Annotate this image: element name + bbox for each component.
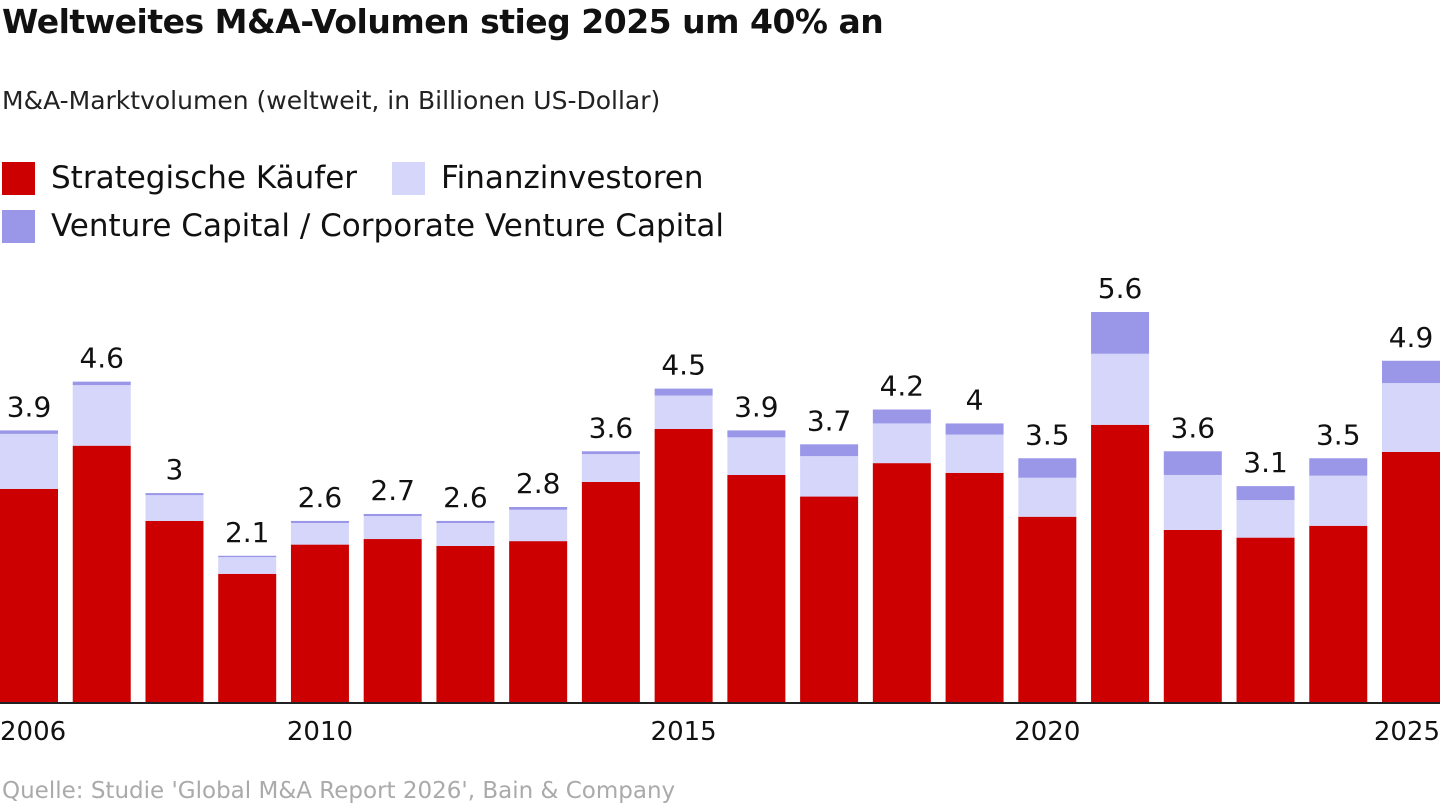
bar-segment-2006-s0 <box>0 488 58 702</box>
data-label-2025: 4.9 <box>1389 321 1434 354</box>
bar-segment-2007-s2 <box>72 381 131 386</box>
bar-segment-2013-s0 <box>509 541 568 702</box>
x-tick-label-2020: 2020 <box>1014 717 1080 747</box>
data-label-2013: 2.8 <box>516 467 561 500</box>
legend-swatch <box>2 161 35 195</box>
data-label-2021: 5.6 <box>1098 272 1143 305</box>
data-label-2010: 2.6 <box>298 481 343 514</box>
bar-segment-2015-s0 <box>654 429 713 702</box>
bar-segment-2016-s1 <box>727 437 786 475</box>
bar-segment-2012-s0 <box>436 546 495 702</box>
chart-subtitle: M&A-Marktvolumen (weltweit, in Billionen… <box>2 86 661 115</box>
data-label-2020: 3.5 <box>1025 418 1070 451</box>
legend-item-finanzinvestoren: Finanzinvestoren <box>392 160 704 196</box>
bar-segment-2011-s2 <box>363 513 422 517</box>
bar-segment-2023-s0 <box>1236 537 1295 702</box>
bar-segment-2008-s2 <box>145 493 204 496</box>
bar-segment-2020-s1 <box>1018 477 1077 517</box>
bar-segment-2021-s0 <box>1091 424 1150 702</box>
bar-segment-2022-s1 <box>1163 474 1222 530</box>
legend-item-strategische-kaeufer: Strategische Käufer <box>2 160 357 196</box>
data-label-2008: 3 <box>166 453 184 486</box>
x-tick-label-2025: 2025 <box>1374 717 1440 747</box>
bar-segment-2007-s0 <box>72 445 131 702</box>
bar-segment-2024-s2 <box>1309 458 1368 476</box>
legend-label: Strategische Käufer <box>51 160 358 196</box>
bar-segment-2008-s0 <box>145 520 204 702</box>
bar-segment-2017-s0 <box>800 496 859 702</box>
bar-segment-2006-s1 <box>0 433 58 489</box>
chart-title: Weltweites M&A-Volumen stieg 2025 um 40%… <box>2 2 884 41</box>
bar-segment-2009-s1 <box>218 557 277 574</box>
bar-segment-2016-s2 <box>727 430 786 438</box>
data-label-2016: 3.9 <box>734 390 779 423</box>
bar-segment-2015-s2 <box>654 388 713 396</box>
bar-segment-2023-s2 <box>1236 486 1295 501</box>
data-label-2006: 3.9 <box>7 390 52 423</box>
bar-segment-2013-s1 <box>509 509 568 542</box>
bar-segment-2010-s2 <box>290 520 349 524</box>
bar-segment-2017-s1 <box>800 456 859 497</box>
bar-segment-2006-s2 <box>0 430 58 434</box>
bar-segment-2009-s0 <box>218 573 277 702</box>
bar-segment-2009-s2 <box>218 555 277 558</box>
data-label-2017: 3.7 <box>807 404 852 437</box>
bar-chart: 3.9 4.6 3 2.1 2.6 2.7 2.6 2.8 3.6 4.5 3.9 3.7 4.2 4 3.… <box>0 272 1440 747</box>
bar-segment-2023-s1 <box>1236 500 1295 538</box>
legend-swatch <box>392 161 425 195</box>
bar-segment-2010-s1 <box>290 523 349 545</box>
x-tick-label-2015: 2015 <box>651 717 717 747</box>
source-note: Quelle: Studie 'Global M&A Report 2026',… <box>2 778 676 804</box>
data-label-2022: 3.6 <box>1171 411 1216 444</box>
bar-segment-2019-s2 <box>945 423 1004 435</box>
bar-segment-2018-s2 <box>872 409 931 424</box>
bar-segment-2013-s2 <box>509 507 568 510</box>
legend-label: Venture Capital / Corporate Venture Capi… <box>51 208 724 244</box>
bar-segment-2025-s1 <box>1382 383 1440 452</box>
bar-segment-2011-s0 <box>363 539 422 702</box>
bar-segment-2025-s0 <box>1382 451 1440 702</box>
bar-segment-2014-s1 <box>581 454 640 482</box>
data-label-2012: 2.6 <box>443 481 488 514</box>
bar-segment-2008-s1 <box>145 495 204 521</box>
legend-item-venture-capital: Venture Capital / Corporate Venture Capi… <box>2 208 724 244</box>
legend-swatch <box>2 209 35 243</box>
data-label-2024: 3.5 <box>1316 418 1361 451</box>
bar-segment-2022-s0 <box>1163 529 1222 702</box>
bar-segment-2021-s2 <box>1091 312 1150 354</box>
bar-segment-2020-s0 <box>1018 516 1077 702</box>
bar-segment-2019-s0 <box>945 472 1004 702</box>
x-tick-label-2010: 2010 <box>287 717 353 747</box>
bar-segment-2025-s2 <box>1382 360 1440 384</box>
data-label-2009: 2.1 <box>225 516 270 549</box>
data-label-2007: 4.6 <box>79 342 124 375</box>
bar-segment-2017-s2 <box>800 444 859 457</box>
bar-segment-2011-s1 <box>363 516 422 540</box>
data-label-2015: 4.5 <box>661 349 706 382</box>
bar-segment-2024-s1 <box>1309 475 1368 526</box>
bar-segment-2015-s1 <box>654 395 713 429</box>
data-label-2023: 3.1 <box>1243 446 1288 479</box>
bar-segment-2016-s0 <box>727 474 786 702</box>
bar-segment-2010-s0 <box>290 544 349 702</box>
bar-segment-2012-s1 <box>436 523 495 546</box>
data-label-2019: 4 <box>966 383 984 416</box>
bar-segment-2024-s0 <box>1309 525 1368 702</box>
bar-segment-2022-s2 <box>1163 451 1222 475</box>
legend-label: Finanzinvestoren <box>441 160 704 196</box>
bar-segment-2018-s1 <box>872 423 931 464</box>
data-label-2014: 3.6 <box>589 411 634 444</box>
x-tick-label-2006: 2006 <box>0 717 66 747</box>
bar-segment-2014-s2 <box>581 451 640 455</box>
bar-segment-2019-s1 <box>945 434 1004 473</box>
bar-segment-2021-s1 <box>1091 353 1150 425</box>
data-label-2011: 2.7 <box>370 474 415 507</box>
bar-segment-2014-s0 <box>581 481 640 702</box>
bar-segment-2007-s1 <box>72 385 131 446</box>
bar-segment-2018-s0 <box>872 463 931 702</box>
bar-segment-2020-s2 <box>1018 458 1077 478</box>
data-label-2018: 4.2 <box>880 370 925 403</box>
bar-segment-2012-s2 <box>436 520 495 524</box>
